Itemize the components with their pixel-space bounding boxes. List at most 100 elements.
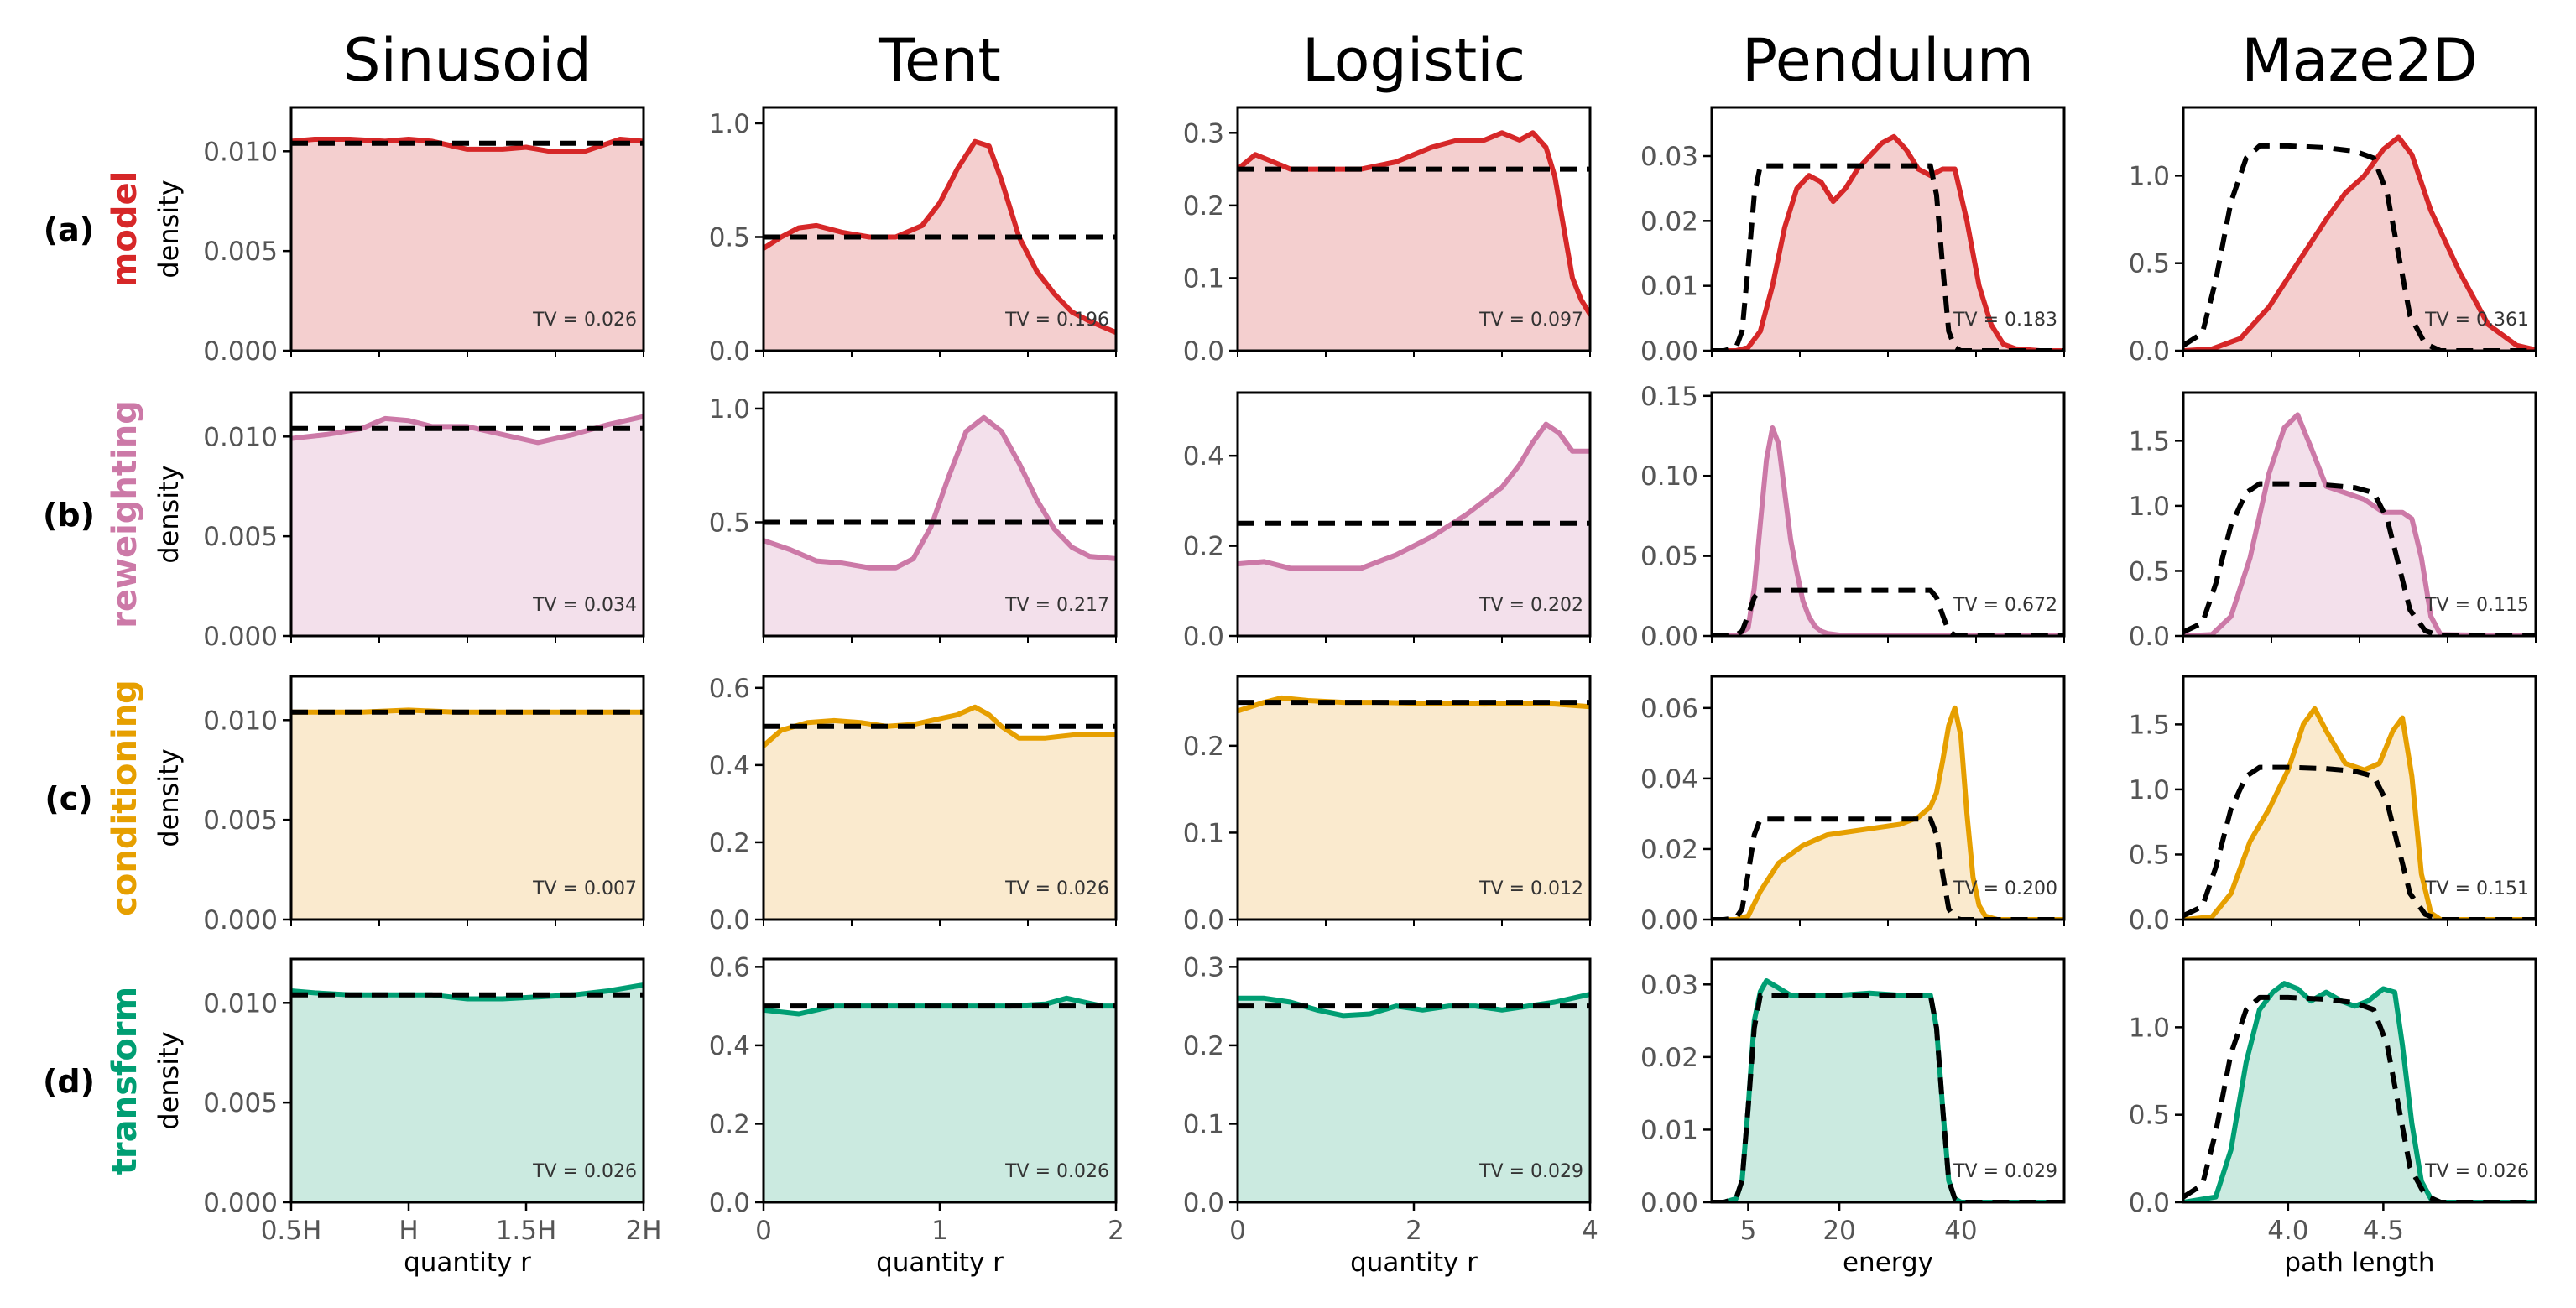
x-tick-label: 4.5 (2363, 1216, 2404, 1246)
density-area (764, 706, 1116, 920)
y-tick-label: 0.02 (1640, 206, 1698, 237)
tv-annotation: TV = 0.034 (532, 595, 637, 616)
panel-model-logistic: 0.0 0.1 0.2 0.3 TV = 0.097 (1183, 106, 1592, 367)
tv-annotation: TV = 0.026 (1004, 878, 1109, 899)
y-tick-label: 1.5 (2129, 426, 2170, 456)
x-tick-label: 40 (1944, 1216, 1977, 1246)
y-tick-label: 0.5 (2129, 840, 2170, 870)
x-axis-label: energy (1843, 1248, 1933, 1278)
column-title: Maze2D (2241, 26, 2478, 95)
density-line-model (2183, 134, 2536, 351)
plot-area (764, 414, 1116, 636)
y-tick-label: 0.010 (203, 988, 278, 1019)
panel-transform-pendulum: 0.00 0.01 0.02 0.03 5 20 40 energy TV = 0.029 (1640, 957, 2066, 1278)
density-line-model (1238, 130, 1590, 317)
density-line-reweighting (1712, 425, 2064, 636)
tv-annotation: TV = 0.029 (1953, 1161, 2057, 1182)
row-tag: (b) (43, 497, 95, 534)
plot-area (2183, 706, 2536, 920)
y-tick-label: 0.1 (1183, 818, 1224, 848)
y-tick-label: 0.2 (1183, 732, 1224, 762)
density-area (291, 416, 644, 636)
density-area (2183, 137, 2536, 351)
panel-conditioning-maze2d: 0.0 0.5 1.0 1.5 TV = 0.151 (2129, 675, 2537, 935)
axes-frame (289, 957, 645, 1204)
reference-line (2183, 481, 2536, 636)
panel-conditioning-logistic: 0.0 0.1 0.2 TV = 0.012 (1183, 675, 1592, 935)
panel-model-sinusoid: 0.000 0.005 0.010 TV = 0.026 (203, 106, 645, 367)
y-tick-label: 1.5 (2129, 710, 2170, 740)
reference-line (2183, 143, 2536, 351)
y-tick-label: 0.6 (709, 674, 750, 704)
tv-annotation: TV = 0.183 (1953, 310, 2057, 331)
plot-area (1238, 695, 1590, 920)
tv-annotation: TV = 0.200 (1953, 878, 2057, 899)
y-tick-label: 0.15 (1640, 382, 1698, 412)
density-area (764, 141, 1116, 351)
y-tick-label: 0.06 (1640, 694, 1698, 724)
x-tick-label: 2 (1108, 1216, 1124, 1246)
y-tick-label: 0.0 (1183, 336, 1224, 367)
y-tick-label: 0.2 (1183, 1031, 1224, 1061)
density-line-conditioning (764, 704, 1116, 748)
y-tick-label: 0.05 (1640, 542, 1698, 572)
y-tick-label: 1.0 (2129, 775, 2170, 805)
density-area (764, 998, 1116, 1202)
column-title: Pendulum (1742, 26, 2034, 95)
density-area (1712, 428, 2064, 636)
plot-area (291, 982, 644, 1202)
plot-area (764, 995, 1116, 1202)
y-tick-label: 1.0 (709, 109, 750, 139)
y-tick-label: 0.0 (1183, 622, 1224, 652)
y-tick-label: 0.5 (2129, 1101, 2170, 1131)
x-tick-label: 4 (1582, 1216, 1598, 1246)
x-tick-label: 0 (755, 1216, 772, 1246)
y-tick-label: 0.03 (1640, 970, 1698, 1000)
panel-transform-logistic: 0.0 0.1 0.2 0.3 0 2 4 quantity r TV = 0.029 (1183, 952, 1598, 1278)
y-axis-label: density (153, 180, 185, 278)
plot-area (764, 138, 1116, 351)
y-tick-label: 0.0 (2129, 1188, 2170, 1218)
tv-annotation: TV = 0.217 (1004, 595, 1109, 616)
tv-annotation: TV = 0.196 (1004, 310, 1109, 331)
density-area (1712, 136, 2064, 351)
panel-reweighting-logistic: 0.0 0.2 0.4 TV = 0.202 (1183, 391, 1592, 652)
density-area (1238, 994, 1590, 1202)
density-area (291, 139, 644, 351)
tv-annotation: TV = 0.026 (2424, 1161, 2529, 1182)
density-area (764, 417, 1116, 636)
x-axis-label: quantity r (1350, 1248, 1478, 1278)
density-area (1712, 707, 2064, 920)
plot-area (2183, 981, 2536, 1202)
density-line-reweighting (2183, 412, 2536, 636)
x-tick-label: H (399, 1216, 418, 1246)
row-tag: (a) (44, 211, 94, 248)
y-tick-label: 0.04 (1640, 764, 1698, 795)
plot-area (2183, 134, 2536, 351)
y-tick-label: 0.5 (2129, 249, 2170, 279)
reference-line (1712, 993, 2064, 1202)
y-tick-label: 0.0 (709, 336, 750, 367)
row-tag: (d) (43, 1063, 95, 1100)
y-tick-label: 0.000 (203, 622, 278, 652)
panel-model-tent: 0.0 0.5 1.0 TV = 0.196 (709, 106, 1118, 367)
x-tick-label: 1 (931, 1216, 948, 1246)
plot-area (291, 137, 644, 351)
x-tick-label: 0.5H (261, 1216, 322, 1246)
plot-area (764, 704, 1116, 920)
row-label: model (106, 171, 144, 288)
x-axis-label: path length (2284, 1248, 2434, 1278)
y-tick-label: 0.01 (1640, 1115, 1698, 1145)
density-line-transform (291, 982, 644, 1002)
column-title: Logistic (1302, 26, 1525, 95)
plot-area (1238, 130, 1590, 351)
y-tick-label: 0.03 (1640, 142, 1698, 172)
y-tick-label: 0.0 (709, 1188, 750, 1218)
y-axis-label: density (153, 465, 185, 563)
panel-conditioning-tent: 0.0 0.2 0.4 0.6 TV = 0.026 (709, 674, 1118, 935)
density-area (2183, 983, 2536, 1202)
plot-area (291, 707, 644, 920)
tv-annotation: TV = 0.007 (532, 878, 637, 899)
axes-frame (2182, 957, 2537, 1204)
